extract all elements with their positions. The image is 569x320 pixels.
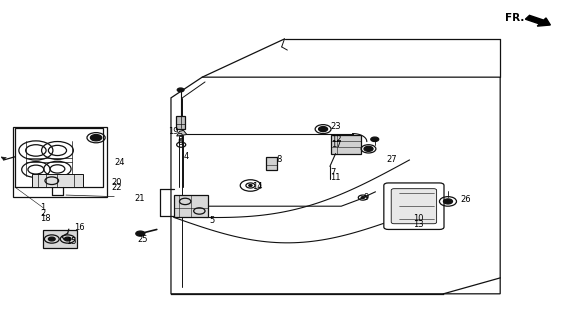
Circle shape [136,231,145,236]
Bar [266,157,277,170]
Circle shape [177,88,184,92]
Text: 14: 14 [252,182,263,191]
Text: 9: 9 [364,193,369,202]
Circle shape [443,199,452,204]
Circle shape [361,197,365,198]
Text: FR.: FR. [505,13,524,23]
Text: 12: 12 [331,135,341,144]
Circle shape [48,237,55,241]
Circle shape [364,146,373,151]
Text: 8: 8 [276,155,281,164]
Bar [13,126,107,197]
FancyArrow shape [525,15,550,26]
Text: 26: 26 [460,195,471,204]
Circle shape [371,137,379,141]
Polygon shape [1,157,6,160]
Text: 6: 6 [178,138,183,147]
Polygon shape [171,77,500,294]
Text: 20: 20 [112,178,122,187]
Text: 19: 19 [168,127,179,136]
FancyBboxPatch shape [391,189,436,224]
Text: 11: 11 [330,173,340,182]
Bar [15,128,103,187]
Text: 10: 10 [413,214,423,223]
Circle shape [64,237,71,241]
Circle shape [249,185,252,187]
Text: 24: 24 [114,158,125,167]
Text: 21: 21 [134,194,145,204]
Circle shape [90,134,102,141]
Text: 18: 18 [40,214,51,223]
Text: 13: 13 [413,220,423,229]
Text: 23: 23 [330,122,340,131]
Bar [32,174,83,187]
Text: 5: 5 [209,216,215,225]
Bar [331,134,361,154]
Text: 4: 4 [184,152,189,161]
Text: 16: 16 [75,223,85,232]
FancyBboxPatch shape [384,183,444,229]
Bar [174,195,208,217]
Circle shape [319,126,328,132]
Bar [175,116,184,129]
Text: 27: 27 [387,155,397,164]
Text: 25: 25 [137,235,147,244]
Text: 15: 15 [66,237,76,246]
Text: 3: 3 [178,132,183,141]
Text: 22: 22 [112,183,122,192]
Text: 1: 1 [40,203,46,212]
Polygon shape [176,130,187,136]
Bar [43,230,77,248]
Text: 17: 17 [331,140,341,149]
Text: 2: 2 [40,209,46,218]
Text: 7: 7 [330,168,335,177]
